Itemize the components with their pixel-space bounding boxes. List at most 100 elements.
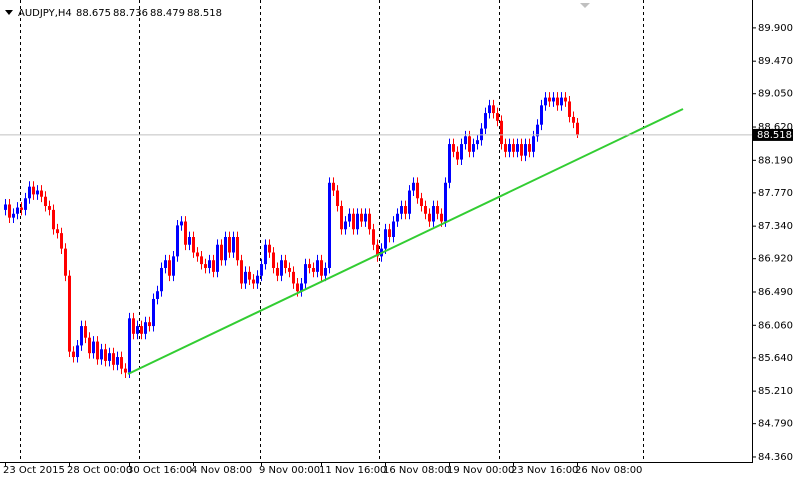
candle-body: [320, 260, 323, 276]
candle-body: [184, 221, 187, 245]
candle-body: [472, 144, 475, 152]
candle-body: [96, 341, 99, 360]
header-open: 88.675: [76, 8, 111, 19]
candle-body: [188, 237, 191, 245]
candle-body: [436, 206, 439, 214]
candle-body: [408, 190, 411, 214]
candle-body: [292, 271, 295, 284]
candle-body: [556, 97, 559, 106]
y-tick-label: 89.050: [758, 89, 793, 100]
candle-body: [568, 101, 571, 117]
candle-body: [204, 264, 207, 268]
candle-body: [80, 326, 83, 346]
candle-body: [76, 345, 79, 358]
candle-body: [396, 213, 399, 222]
candle-body: [356, 213, 359, 230]
x-tick-label: 26 Nov 08:00: [575, 465, 642, 476]
x-tick-label: 9 Nov 00:00: [259, 465, 320, 476]
candle-body: [300, 283, 303, 292]
candle-body: [564, 97, 567, 102]
x-tick-label: 23 Oct 2015: [3, 465, 65, 476]
candle-body: [432, 206, 435, 222]
y-tick-label: 85.640: [758, 353, 793, 364]
candle-body: [308, 264, 311, 268]
candle-body: [56, 229, 59, 234]
candle-body: [368, 213, 371, 230]
candle-body: [16, 207, 19, 214]
candle-body: [384, 229, 387, 249]
candle-body: [536, 124, 539, 137]
x-tick-label: 23 Nov 16:00: [511, 465, 578, 476]
candle-body: [120, 357, 123, 369]
candle-body: [544, 97, 547, 106]
candle-body: [448, 144, 451, 183]
candle-body: [548, 97, 551, 102]
candle-body: [484, 113, 487, 129]
candle-body: [532, 136, 535, 152]
candle-body: [212, 260, 215, 272]
candle-body: [164, 260, 167, 268]
candle-body: [140, 326, 143, 334]
y-tick-label: 86.490: [758, 287, 793, 298]
candle-body: [256, 275, 259, 284]
candle-body: [92, 341, 95, 354]
candle-body: [52, 209, 55, 230]
trend-line: [127, 108, 684, 375]
candle-body: [88, 337, 91, 354]
candle-body: [116, 357, 119, 365]
candle-body: [64, 248, 67, 276]
y-tick-label: 87.770: [758, 188, 793, 199]
candle-body: [284, 260, 287, 268]
candle-body: [132, 318, 135, 334]
candle-body: [364, 213, 367, 222]
candle-body: [280, 260, 283, 276]
candle-body: [60, 233, 63, 249]
candle-body: [528, 144, 531, 152]
candle-body: [44, 196, 47, 207]
candle-body: [360, 213, 363, 222]
candle-body: [328, 182, 331, 268]
candle-body: [496, 113, 499, 121]
candle-body: [228, 237, 231, 253]
candle-body: [540, 105, 543, 125]
candle-body: [488, 105, 491, 114]
candle-body: [500, 120, 503, 145]
candle-body: [176, 225, 179, 257]
candle-body: [68, 275, 71, 352]
candle-body: [428, 213, 431, 222]
candle-body: [224, 237, 227, 261]
candle-body: [72, 351, 75, 358]
candle-body: [20, 207, 23, 210]
candle-body: [352, 213, 355, 230]
candle-body: [108, 353, 111, 361]
candle-body: [28, 186, 31, 199]
candle-body: [288, 267, 291, 272]
candle-body: [112, 353, 115, 365]
price-label-box: [753, 128, 793, 141]
candle-body: [416, 182, 419, 199]
candle-body: [244, 271, 247, 284]
candle-body: [392, 221, 395, 238]
menu-arrow[interactable]: [5, 10, 13, 15]
candle-body: [160, 267, 163, 292]
candle-body: [516, 144, 519, 152]
candle-body: [400, 206, 403, 214]
y-tick-label: 89.900: [758, 23, 793, 34]
y-tick-label: 87.340: [758, 221, 793, 232]
candle-body: [144, 322, 147, 334]
y-tick-label: 84.790: [758, 419, 793, 430]
candle-body: [304, 264, 307, 284]
candle-body: [156, 291, 159, 299]
candle-body: [332, 182, 335, 191]
candle-body: [552, 97, 555, 102]
candle-body: [340, 206, 343, 230]
candle-body: [168, 260, 171, 276]
header-high: 88.736: [113, 8, 148, 19]
candle-body: [404, 206, 407, 214]
candle-body: [560, 97, 563, 106]
candle-body: [268, 244, 271, 253]
y-tick-label: 86.060: [758, 320, 793, 331]
candle-body: [456, 151, 459, 160]
y-tick-label: 89.470: [758, 56, 793, 67]
